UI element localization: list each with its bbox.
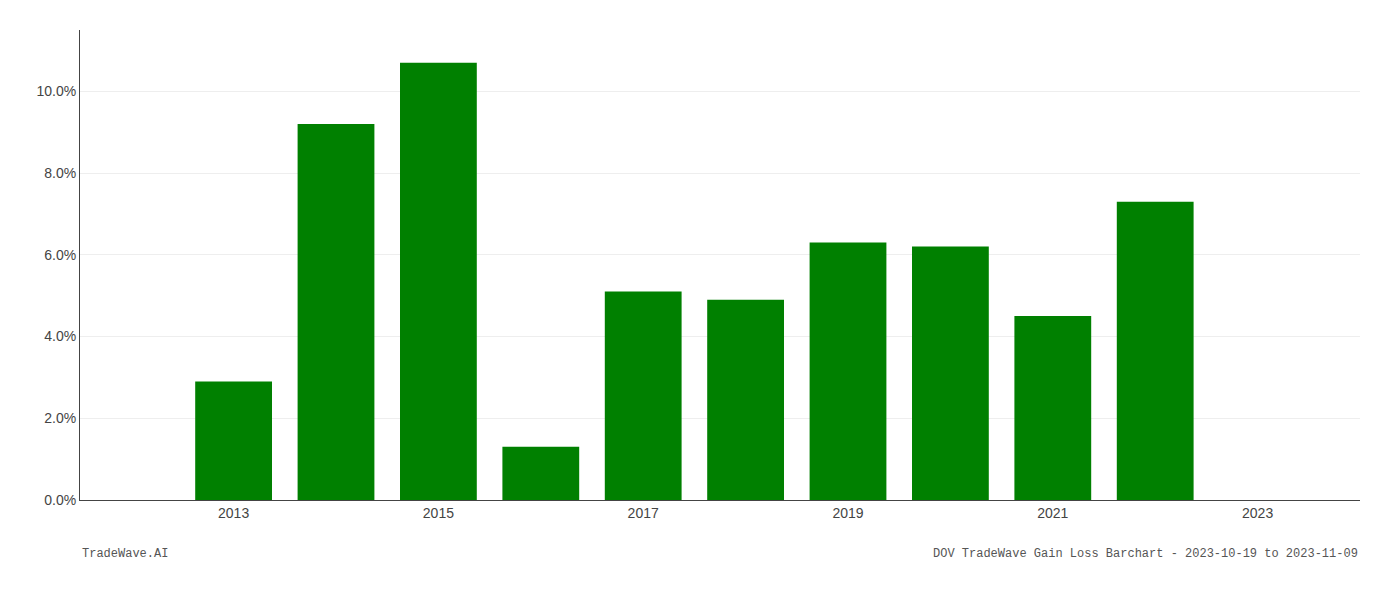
svg-text:4.0%: 4.0% bbox=[44, 328, 76, 344]
svg-text:2019: 2019 bbox=[832, 505, 863, 521]
svg-text:DOV TradeWave Gain Loss Barcha: DOV TradeWave Gain Loss Barchart - 2023-… bbox=[933, 547, 1358, 561]
svg-text:0.0%: 0.0% bbox=[44, 492, 76, 508]
svg-text:10.0%: 10.0% bbox=[36, 83, 76, 99]
svg-text:2017: 2017 bbox=[628, 505, 659, 521]
svg-text:2.0%: 2.0% bbox=[44, 410, 76, 426]
svg-text:2015: 2015 bbox=[423, 505, 454, 521]
svg-text:6.0%: 6.0% bbox=[44, 247, 76, 263]
svg-text:8.0%: 8.0% bbox=[44, 165, 76, 181]
svg-text:2023: 2023 bbox=[1242, 505, 1273, 521]
svg-text:2021: 2021 bbox=[1037, 505, 1068, 521]
svg-text:TradeWave.AI: TradeWave.AI bbox=[82, 547, 168, 561]
svg-text:2013: 2013 bbox=[218, 505, 249, 521]
